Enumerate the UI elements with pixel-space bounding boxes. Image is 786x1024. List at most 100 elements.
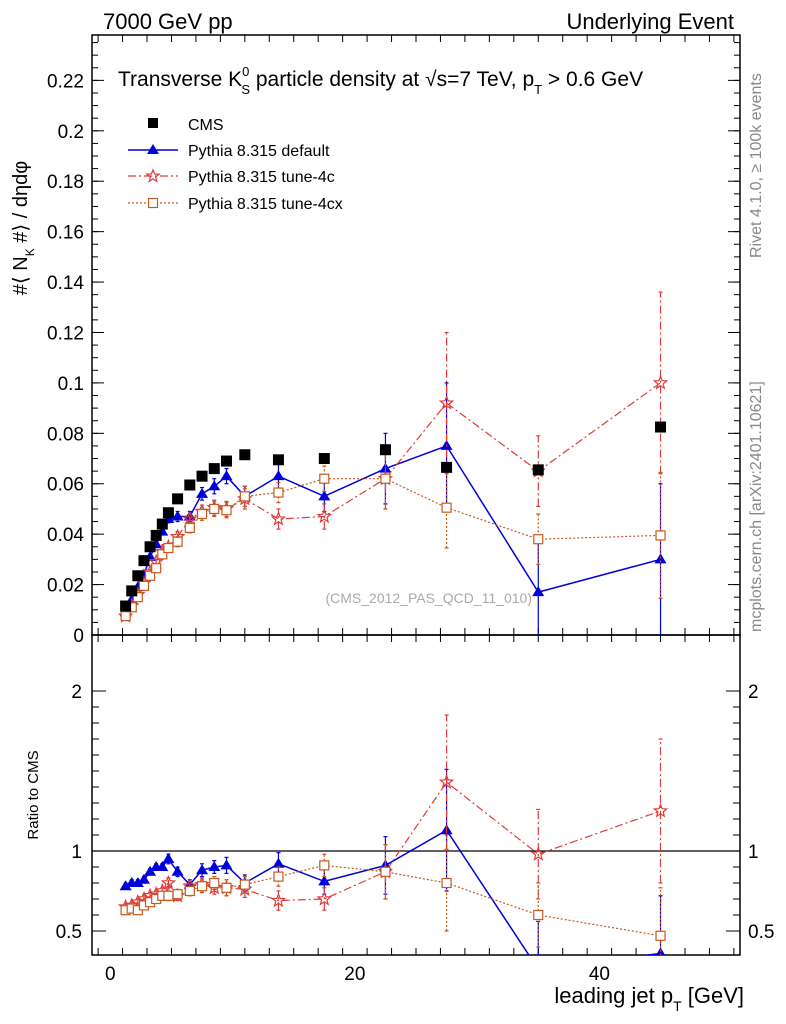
title-mid: particle density at <box>250 68 425 91</box>
ratio-point-tune4c <box>160 874 177 890</box>
main-point-tune4cx <box>221 505 232 516</box>
ratio-point-tune4cx <box>184 885 195 897</box>
ratio-point-default <box>272 857 285 868</box>
main-cms-point <box>150 529 162 541</box>
main-point-default <box>171 510 184 521</box>
ratio-point-default <box>318 875 331 886</box>
main-ytick-label: 0.08 <box>47 424 84 445</box>
main-cms-point <box>239 449 251 461</box>
analysis-annotation: (CMS_2012_PAS_QCD_11_010) <box>326 590 533 606</box>
legend-label-tune4cx: Pythia 8.315 tune-4cx <box>188 196 343 213</box>
main-ytick-label: 0.14 <box>47 273 84 294</box>
main-cms-point <box>120 600 132 612</box>
ratio-point-tune4c <box>270 892 287 908</box>
main-cms-point <box>172 493 184 505</box>
title-sub: S <box>241 82 250 97</box>
ratio-point-tune4cx <box>319 860 330 871</box>
main-ylabel: #⟨ NK #⟩ / dηdφ <box>10 161 37 295</box>
ratio-point-tune4cx <box>163 890 174 901</box>
ratio-point-default <box>655 947 666 955</box>
xtick-label: 40 <box>589 964 610 985</box>
ratio-point-default <box>137 873 150 884</box>
ratio-frame <box>91 634 741 956</box>
ratio-point-tune4c <box>652 802 669 818</box>
header-right: Underlying Event <box>566 9 734 34</box>
main-ytick-label: 0.02 <box>47 576 84 597</box>
ratio-plot-marks <box>92 714 740 955</box>
ratio-point-default <box>196 864 209 875</box>
main-cms-point <box>156 518 168 530</box>
ratio-point-tune4cx <box>209 877 220 889</box>
ratio-ytick-label: 2 <box>71 682 82 703</box>
ratio-point-tune4cx <box>533 909 544 921</box>
ratio-point-tune4cx <box>172 889 183 900</box>
main-point-tune4cx <box>184 522 195 533</box>
ratio-point-tune4c <box>530 846 546 861</box>
legend-marker-tune4cx <box>147 197 159 209</box>
main-cms-point <box>441 461 453 473</box>
legend-item-cms: CMS <box>148 117 224 134</box>
main-point-tune4c <box>652 374 669 390</box>
ratio-point-default <box>156 861 169 871</box>
legend-item-default: Pythia 8.315 default <box>128 143 330 160</box>
legend-item-tune4cx: Pythia 8.315 tune-4cx <box>128 196 343 213</box>
title-sup: 0 <box>242 64 249 79</box>
ratio-point-tune4cx <box>273 871 284 882</box>
ratio-ytick-label: 1 <box>71 842 82 863</box>
x-axis-label: leading jet pT [GeV] <box>554 983 744 1014</box>
main-cms-point <box>184 479 196 491</box>
main-ytick-label: 0 <box>73 626 84 647</box>
main-cms-point <box>220 455 232 467</box>
ratio-point-default <box>119 880 132 891</box>
main-cms-point <box>162 507 174 519</box>
main-cms-point <box>144 541 156 553</box>
main-point-default <box>220 470 233 481</box>
main-point-tune4cx <box>533 534 544 545</box>
main-point-tune4cx <box>319 473 330 484</box>
axes: 0 0.02 0.04 0.06 0.08 0.1 0.12 0.14 0.16 0.18 0.2 0… <box>47 34 774 985</box>
legend-marker-cms <box>148 118 158 128</box>
chart-title: Transverse K0 S particle density at √s=7 … <box>118 64 643 97</box>
legend-label-tune4c: Pythia 8.315 tune-4c <box>188 169 335 186</box>
main-cms-point <box>196 470 208 482</box>
ratio-ytick-label-right: 1 <box>748 842 759 863</box>
main-point-tune4c <box>316 508 333 524</box>
main-cms-point <box>532 464 544 476</box>
main-point-tune4cx <box>157 549 168 560</box>
main-cms-point <box>138 555 150 567</box>
main-point-default <box>532 586 545 597</box>
main-point-default <box>318 490 331 501</box>
ratio-point-tune4c <box>130 894 146 909</box>
ratio-point-tune4cx <box>239 879 250 890</box>
main-point-default <box>183 510 196 521</box>
ratio-point-default <box>162 853 175 863</box>
main-ytick-label: 0.16 <box>47 223 84 244</box>
header-left: 7000 GeV pp <box>103 9 233 34</box>
main-point-tune4cx <box>132 592 143 603</box>
main-point-tune4cx <box>151 563 162 574</box>
main-point-tune4cx <box>273 487 284 498</box>
ratio-point-default <box>144 865 157 876</box>
title-sqrt: √ <box>425 68 437 91</box>
legend-marker-default <box>147 144 159 154</box>
main-point-tune4cx <box>138 580 150 591</box>
main-cms-point <box>126 585 138 597</box>
main-point-default <box>208 480 221 491</box>
main-point-default <box>272 470 285 481</box>
xtick-label: 0 <box>105 964 116 985</box>
ratio-point-default <box>171 865 184 876</box>
title-psub: T <box>534 82 542 97</box>
main-cms-point <box>208 463 220 475</box>
xtick-label: 20 <box>344 964 365 985</box>
ratio-line-tune4cx <box>125 864 661 937</box>
ratio-ytick-label: 0.5 <box>56 922 82 943</box>
title-post: > 0.6 GeV <box>542 68 643 91</box>
main-point-tune4cx <box>144 570 156 581</box>
ratio-ytick-label-right: 2 <box>748 682 759 703</box>
ratio-point-tune4c <box>438 774 455 789</box>
ratio-point-tune4c <box>316 890 333 906</box>
main-cms-point <box>379 444 391 456</box>
main-point-tune4c <box>182 510 198 526</box>
main-cms-point <box>655 421 667 433</box>
